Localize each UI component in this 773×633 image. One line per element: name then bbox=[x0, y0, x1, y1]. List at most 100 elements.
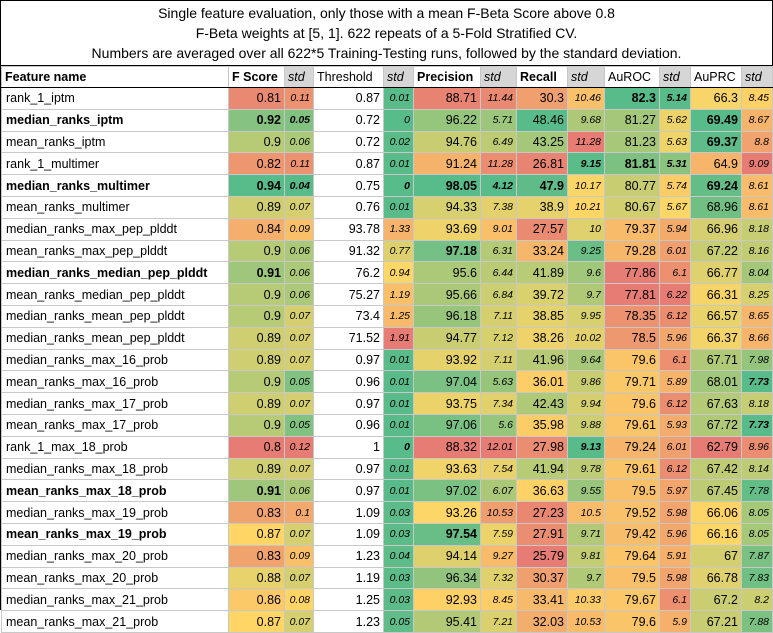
std-cell: 6.1 bbox=[659, 261, 691, 285]
value-cell: 64.9 bbox=[690, 152, 742, 176]
std-cell: 6.12 bbox=[659, 392, 691, 415]
value-cell: 92.93 bbox=[413, 588, 481, 612]
value-cell: 1.09 bbox=[313, 522, 384, 546]
feature-name-cell: mean_ranks_multimer bbox=[1, 195, 229, 219]
feature-name-cell: median_ranks_max_19_prob bbox=[1, 501, 229, 524]
value-cell: 1.23 bbox=[313, 544, 384, 568]
std-cell: 5.91 bbox=[659, 544, 691, 568]
value-cell: 77.81 bbox=[604, 283, 660, 306]
table-row: rank_1_max_18_prob 0.8 0.12 1 0 88.32 12.01 27.… bbox=[1, 435, 773, 459]
table-row: mean_ranks_max_pep_plddt 0.9 0.06 91.32 0.77… bbox=[1, 239, 773, 263]
std-cell: 8.04 bbox=[741, 261, 773, 285]
table-row: median_ranks_max_17_prob 0.89 0.07 0.97 0.01… bbox=[1, 392, 773, 415]
std-cell: 0.01 bbox=[383, 392, 414, 415]
std-cell: 10.17 bbox=[567, 174, 605, 197]
col-recall-std: std bbox=[567, 66, 605, 88]
std-cell: 0.06 bbox=[284, 130, 314, 154]
std-cell: 0.12 bbox=[284, 435, 314, 459]
std-cell: 9.6 bbox=[567, 261, 605, 285]
value-cell: 67.21 bbox=[690, 610, 742, 633]
value-cell: 93.69 bbox=[413, 217, 481, 241]
col-auroc-std: std bbox=[659, 66, 691, 88]
value-cell: 0.97 bbox=[313, 457, 384, 481]
std-cell: 0.04 bbox=[383, 544, 414, 568]
std-cell: 6.01 bbox=[659, 239, 691, 263]
std-cell: 5.98 bbox=[659, 566, 691, 590]
std-cell: 10.46 bbox=[567, 87, 605, 110]
value-cell: 97.06 bbox=[413, 413, 481, 437]
std-cell: 0.07 bbox=[284, 566, 314, 590]
value-cell: 93.63 bbox=[413, 457, 481, 481]
header-row: Feature name F Score std Threshold std P… bbox=[1, 66, 773, 88]
std-cell: 0.03 bbox=[383, 588, 414, 612]
std-cell: 0 bbox=[383, 174, 414, 197]
value-cell: 0.97 bbox=[313, 479, 384, 503]
table-row: median_ranks_iptm 0.92 0.05 0.72 0 96.22 5.71 4… bbox=[1, 108, 773, 132]
std-cell: 9.7 bbox=[567, 283, 605, 306]
std-cell: 5.14 bbox=[659, 87, 691, 110]
table-row: mean_ranks_max_18_prob 0.91 0.06 0.97 0.01 97… bbox=[1, 479, 773, 503]
std-cell: 0.01 bbox=[383, 152, 414, 176]
std-cell: 6.44 bbox=[480, 261, 517, 285]
std-cell: 0.07 bbox=[284, 522, 314, 546]
std-cell: 8.61 bbox=[741, 174, 773, 197]
feature-name-cell: mean_ranks_max_18_prob bbox=[1, 479, 229, 503]
std-cell: 8.96 bbox=[741, 435, 773, 459]
col-threshold: Threshold bbox=[313, 66, 384, 88]
std-cell: 0.06 bbox=[284, 283, 314, 306]
std-cell: 0.01 bbox=[383, 479, 414, 503]
value-cell: 47.9 bbox=[516, 174, 568, 197]
value-cell: 0.8 bbox=[228, 435, 285, 459]
value-cell: 41.96 bbox=[516, 348, 568, 372]
col-auprc-std: std bbox=[741, 66, 773, 88]
std-cell: 9.7 bbox=[567, 566, 605, 590]
table-row: median_ranks_max_20_prob 0.83 0.09 1.23 0.04… bbox=[1, 544, 773, 568]
std-cell: 8.25 bbox=[741, 283, 773, 306]
std-cell: 0.1 bbox=[284, 501, 314, 524]
std-cell: 9.01 bbox=[480, 217, 517, 241]
value-cell: 79.71 bbox=[604, 370, 660, 394]
col-auroc: AuROC bbox=[604, 66, 660, 88]
std-cell: 9.13 bbox=[567, 435, 605, 459]
feature-name-cell: rank_1_max_18_prob bbox=[1, 435, 229, 459]
value-cell: 73.4 bbox=[313, 304, 384, 328]
value-cell: 67.63 bbox=[690, 392, 742, 415]
col-recall: Recall bbox=[516, 66, 568, 88]
value-cell: 27.91 bbox=[516, 522, 568, 546]
feature-name-cell: mean_ranks_iptm bbox=[1, 130, 229, 154]
value-cell: 80.77 bbox=[604, 174, 660, 197]
std-cell: 10.53 bbox=[480, 501, 517, 524]
std-cell: 0.07 bbox=[284, 326, 314, 350]
value-cell: 1.09 bbox=[313, 501, 384, 524]
value-cell: 0.87 bbox=[228, 522, 285, 546]
value-cell: 81.23 bbox=[604, 130, 660, 154]
value-cell: 66.37 bbox=[690, 326, 742, 350]
std-cell: 8.2 bbox=[741, 588, 773, 612]
std-cell: 9.94 bbox=[567, 392, 605, 415]
table-row: median_ranks_max_16_prob 0.89 0.07 0.97 0.01… bbox=[1, 348, 773, 372]
value-cell: 0.83 bbox=[228, 544, 285, 568]
value-cell: 97.18 bbox=[413, 239, 481, 263]
value-cell: 79.6 bbox=[604, 392, 660, 415]
value-cell: 79.28 bbox=[604, 239, 660, 263]
feature-name-cell: median_ranks_iptm bbox=[1, 108, 229, 132]
value-cell: 79.61 bbox=[604, 457, 660, 481]
value-cell: 67.22 bbox=[690, 239, 742, 263]
std-cell: 12.01 bbox=[480, 435, 517, 459]
col-feature-name: Feature name bbox=[1, 66, 229, 88]
std-cell: 6.12 bbox=[659, 304, 691, 328]
std-cell: 6.84 bbox=[480, 283, 517, 306]
std-cell: 0.01 bbox=[383, 195, 414, 219]
std-cell: 7.34 bbox=[480, 392, 517, 415]
value-cell: 66.57 bbox=[690, 304, 742, 328]
value-cell: 81.81 bbox=[604, 152, 660, 176]
feature-name-cell: rank_1_multimer bbox=[1, 152, 229, 176]
value-cell: 80.67 bbox=[604, 195, 660, 219]
std-cell: 5.98 bbox=[659, 501, 691, 524]
caption-line-3: Numbers are averaged over all 622*5 Trai… bbox=[91, 45, 682, 61]
value-cell: 67.2 bbox=[690, 588, 742, 612]
std-cell: 9.64 bbox=[567, 348, 605, 372]
value-cell: 68.96 bbox=[690, 195, 742, 219]
std-cell: 8.67 bbox=[741, 108, 773, 132]
value-cell: 79.64 bbox=[604, 544, 660, 568]
